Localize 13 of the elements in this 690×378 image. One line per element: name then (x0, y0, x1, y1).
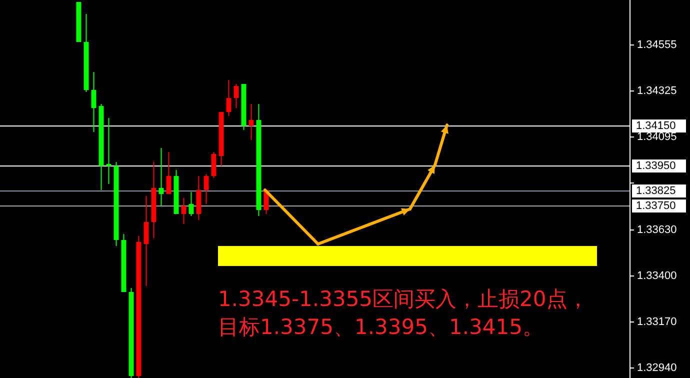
y-tick-label: 1.34095 (637, 131, 677, 143)
y-tick-label: 1.33170 (637, 316, 677, 328)
y-tick-label: 1.32940 (637, 362, 677, 374)
y-tick-label: 1.34325 (637, 85, 677, 97)
annotation: 目标1.3375、1.3395、1.3415。 (218, 315, 544, 339)
annotation: 1.3345-1.3355区间买入，止损20点， (218, 287, 588, 311)
y-tick-label: 1.33630 (637, 224, 677, 236)
ref-line-label: 1.33825 (636, 185, 676, 197)
ref-line-label: 1.33950 (636, 160, 676, 172)
ref-line-label: 1.34150 (636, 120, 676, 132)
y-tick-label: 1.33400 (637, 270, 677, 282)
ref-line-label: 1.33750 (636, 200, 676, 212)
y-tick-label: 1.34555 (637, 39, 677, 51)
